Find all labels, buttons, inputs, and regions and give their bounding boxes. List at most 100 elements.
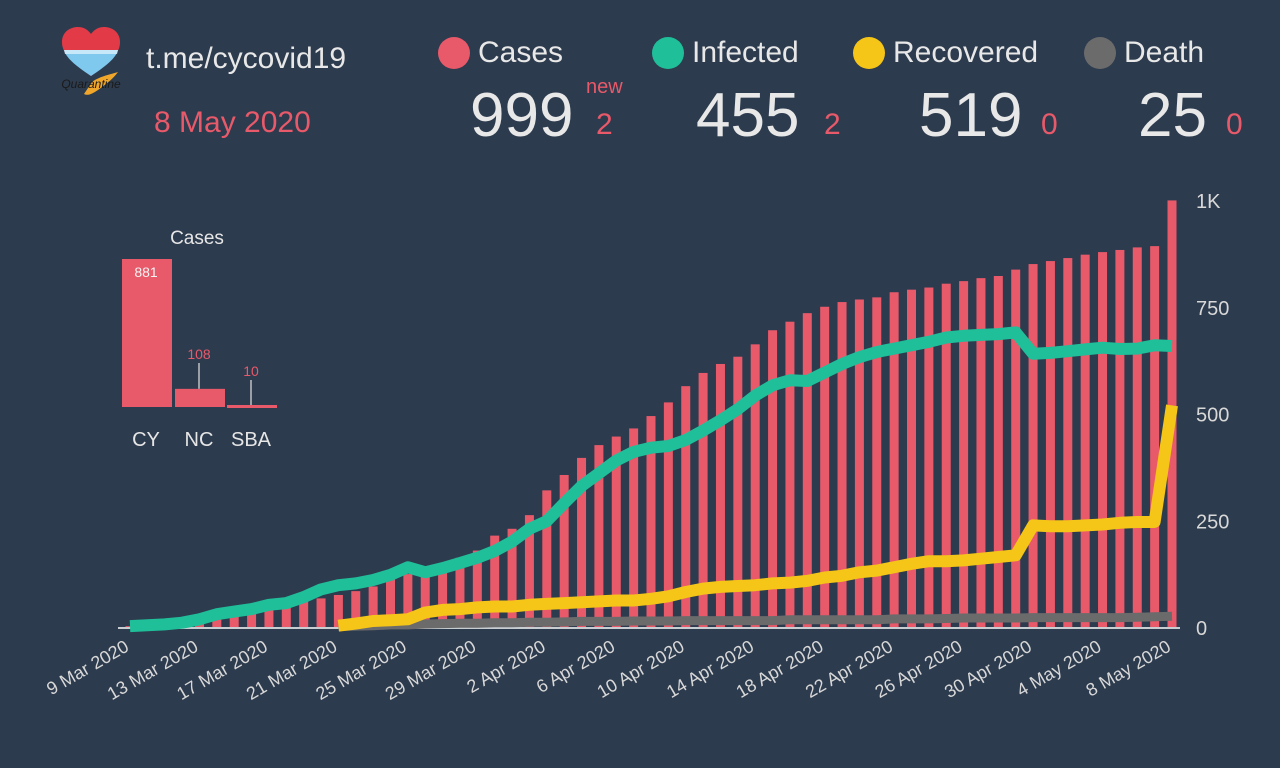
x-tick-label: 30 Apr 2020 bbox=[941, 636, 1035, 702]
y-tick-label: 1K bbox=[1196, 191, 1221, 213]
cases-bar bbox=[681, 386, 691, 627]
cases-bar bbox=[1063, 258, 1073, 627]
stat-delta: 0 bbox=[1041, 108, 1058, 141]
cases-bar bbox=[924, 287, 934, 627]
recovered-line bbox=[337, 404, 1178, 632]
mini-bar-cy bbox=[122, 259, 172, 407]
x-tick-label: 2 Apr 2020 bbox=[463, 636, 548, 697]
cases-bar bbox=[403, 574, 413, 627]
cases-bar bbox=[472, 550, 482, 627]
stat-label: Death bbox=[1124, 36, 1205, 69]
cases-bar bbox=[1028, 264, 1038, 627]
stat-label: Cases bbox=[478, 36, 564, 69]
cases-bar bbox=[142, 624, 152, 627]
x-tick-label: 29 Mar 2020 bbox=[382, 636, 480, 704]
cases-bar bbox=[629, 428, 639, 627]
cases-bar bbox=[1167, 200, 1177, 627]
cases-bar bbox=[351, 591, 361, 627]
cases-bar bbox=[663, 402, 673, 627]
cases-bar bbox=[837, 302, 847, 627]
cases-bar bbox=[281, 602, 291, 627]
stat-new-label: new bbox=[586, 76, 623, 98]
cases-bar bbox=[646, 416, 656, 627]
cases-bar bbox=[889, 292, 899, 627]
x-tick-label: 10 Apr 2020 bbox=[594, 636, 688, 702]
stat-delta: 2 bbox=[824, 108, 841, 141]
cases-bar bbox=[907, 289, 916, 627]
cases-bar bbox=[941, 283, 951, 627]
cases-bar bbox=[993, 276, 1003, 627]
logo-text: Quarantine bbox=[61, 77, 121, 91]
x-tick-label: 25 Mar 2020 bbox=[312, 636, 410, 704]
cases-bar bbox=[386, 577, 395, 627]
death-legend-dot-icon bbox=[1084, 37, 1116, 69]
stat-death: Death 25 0 bbox=[1084, 36, 1243, 150]
mini-chart-title: Cases bbox=[170, 228, 224, 249]
cases-bar bbox=[1098, 252, 1108, 627]
x-tick-label: 4 May 2020 bbox=[1013, 636, 1104, 700]
x-tick-label: 21 Mar 2020 bbox=[243, 636, 341, 704]
cases-bar bbox=[212, 615, 222, 627]
cases-bar bbox=[854, 299, 864, 627]
x-tick-label: 17 Mar 2020 bbox=[173, 636, 271, 704]
report-date: 8 May 2020 bbox=[154, 106, 311, 139]
stat-cases: Cases 999 new 2 bbox=[438, 36, 623, 150]
mini-category-label: CY bbox=[132, 429, 160, 451]
stat-delta: 2 bbox=[596, 108, 613, 141]
x-tick-label: 18 Apr 2020 bbox=[733, 636, 827, 702]
cases-bar bbox=[177, 621, 187, 627]
stat-value: 519 bbox=[919, 81, 1023, 150]
cases-bar bbox=[1115, 249, 1125, 628]
mini-category-label: SBA bbox=[231, 429, 272, 451]
cases-bar bbox=[264, 606, 274, 627]
cases-bar bbox=[611, 436, 621, 627]
x-tick-label: 26 Apr 2020 bbox=[872, 636, 966, 702]
cases-bar bbox=[247, 607, 257, 627]
cases-bar bbox=[299, 600, 309, 627]
cases-bar bbox=[316, 598, 326, 627]
cases-bar bbox=[194, 618, 204, 627]
quarantine-logo: Quarantine bbox=[52, 24, 130, 104]
y-tick-label: 500 bbox=[1196, 405, 1229, 427]
cases-bar bbox=[715, 363, 725, 627]
cases-bar bbox=[438, 564, 448, 627]
stat-value: 999 bbox=[470, 81, 574, 150]
stat-label: Infected bbox=[692, 36, 799, 69]
cases-bar bbox=[524, 515, 534, 627]
cases-bar bbox=[420, 570, 430, 627]
cases-bar bbox=[768, 330, 778, 627]
cases-bar bbox=[750, 344, 760, 627]
mini-bar-value-label: 881 bbox=[134, 264, 158, 280]
regional-cases-chart: Cases 881 CY 108 NC 10 SBA bbox=[122, 228, 277, 451]
x-tick-label: 6 Apr 2020 bbox=[533, 636, 618, 697]
stat-infected: Infected 455 2 bbox=[652, 36, 841, 150]
telegram-link[interactable]: t.me/cycovid19 bbox=[146, 42, 347, 75]
cases-bar bbox=[160, 624, 170, 627]
cases-bar bbox=[559, 474, 569, 627]
x-tick-label: 13 Mar 2020 bbox=[104, 636, 202, 704]
x-tick-label: 22 Apr 2020 bbox=[802, 636, 896, 702]
cases-bar bbox=[802, 313, 812, 627]
stat-value: 25 bbox=[1138, 81, 1207, 150]
cases-bar bbox=[820, 306, 830, 627]
cases-bar bbox=[507, 528, 517, 627]
y-tick-label: 750 bbox=[1196, 298, 1229, 320]
stat-delta: 0 bbox=[1226, 108, 1243, 141]
y-tick-label: 0 bbox=[1196, 618, 1207, 640]
cases-bar bbox=[1045, 261, 1055, 627]
cases-bar bbox=[959, 281, 969, 627]
recovered-legend-dot-icon bbox=[853, 37, 885, 69]
heart-mask-icon: Quarantine bbox=[61, 27, 121, 95]
cases-bar bbox=[698, 372, 708, 627]
cases-bar bbox=[976, 278, 986, 627]
cases-bar bbox=[368, 586, 378, 627]
cases-bar bbox=[733, 356, 743, 627]
cases-bar bbox=[542, 490, 552, 627]
cases-legend-dot-icon bbox=[438, 37, 470, 69]
mini-bar-value-label: 108 bbox=[187, 346, 211, 362]
cases-bar bbox=[594, 445, 604, 627]
cases-bar bbox=[455, 557, 465, 627]
cases-bar bbox=[872, 297, 882, 627]
x-tick-label: 8 May 2020 bbox=[1083, 636, 1174, 700]
mini-bar-nc bbox=[175, 388, 225, 407]
